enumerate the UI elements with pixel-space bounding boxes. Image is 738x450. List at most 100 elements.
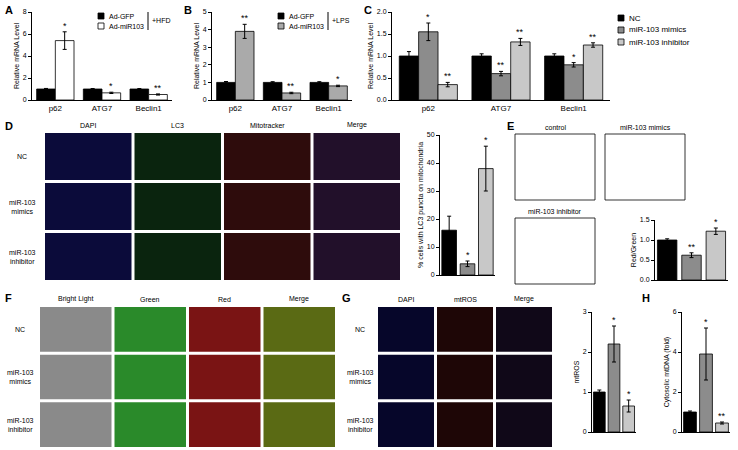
svg-text:*: *	[572, 52, 576, 62]
svg-text:LC3: LC3	[171, 122, 184, 129]
svg-text:8: 8	[23, 8, 27, 15]
svg-text:ATG7: ATG7	[491, 104, 512, 113]
svg-text:*: *	[63, 21, 67, 31]
svg-text:*: *	[426, 12, 430, 22]
svg-text:+HFD: +HFD	[152, 17, 170, 24]
svg-text:10: 10	[427, 243, 435, 250]
svg-text:**: **	[154, 83, 162, 93]
svg-text:30: 30	[427, 187, 435, 194]
svg-text:2: 2	[673, 388, 677, 395]
svg-text:miR-103 mimics: miR-103 mimics	[620, 124, 671, 131]
svg-text:control: control	[545, 124, 566, 131]
svg-text:Green: Green	[140, 296, 160, 303]
svg-text:NC: NC	[15, 326, 25, 333]
svg-text:0: 0	[673, 428, 677, 435]
svg-text:**: **	[718, 411, 726, 421]
svg-text:miR-103 inhibitor: miR-103 inhibitor	[629, 38, 690, 47]
svg-text:**: **	[688, 242, 696, 252]
svg-text:+LPS: +LPS	[332, 17, 350, 24]
svg-text:*: *	[714, 217, 718, 227]
svg-text:% cells with LC3 puncta on mit: % cells with LC3 puncta on mitochondria	[417, 142, 425, 268]
svg-text:NC: NC	[17, 153, 27, 160]
svg-text:**: **	[516, 27, 524, 37]
svg-text:Ad-GFP: Ad-GFP	[289, 13, 315, 20]
svg-text:0: 0	[203, 96, 207, 103]
svg-text:miR-103inhibitor: miR-103inhibitor	[9, 249, 36, 265]
svg-text:NC: NC	[355, 326, 365, 333]
svg-text:mtROS: mtROS	[454, 296, 477, 303]
svg-text:Merge: Merge	[514, 295, 534, 303]
svg-text:p62: p62	[229, 104, 243, 113]
svg-text:**: **	[444, 71, 452, 81]
svg-text:4: 4	[23, 52, 27, 59]
svg-text:miR-103mimics: miR-103mimics	[347, 369, 374, 385]
svg-text:Mitotracker: Mitotracker	[250, 122, 285, 129]
svg-text:0.0: 0.0	[640, 276, 650, 283]
svg-text:0.0: 0.0	[377, 96, 387, 103]
svg-text:Red/Green: Red/Green	[630, 233, 637, 267]
svg-text:Bright Light: Bright Light	[58, 295, 93, 303]
svg-text:4: 4	[673, 348, 677, 355]
svg-text:2.0: 2.0	[377, 8, 387, 15]
svg-text:2: 2	[203, 61, 207, 68]
svg-text:DAPI: DAPI	[80, 122, 96, 129]
svg-text:1.5: 1.5	[377, 30, 387, 37]
svg-text:*: *	[336, 74, 340, 84]
svg-text:*: *	[109, 81, 113, 91]
svg-text:Ad-miR103: Ad-miR103	[109, 23, 144, 30]
svg-text:p62: p62	[422, 104, 436, 113]
svg-text:0.5: 0.5	[640, 256, 650, 263]
svg-text:**: **	[497, 60, 505, 70]
svg-text:A: A	[5, 4, 13, 16]
svg-text:miR-103 inhibitor: miR-103 inhibitor	[528, 208, 582, 215]
svg-text:Red: Red	[218, 296, 231, 303]
svg-text:mtROS: mtROS	[573, 360, 580, 383]
svg-text:E: E	[507, 120, 514, 132]
svg-text:miR-103 mimics: miR-103 mimics	[629, 25, 686, 34]
svg-text:*: *	[612, 315, 616, 325]
svg-text:Beclin1: Beclin1	[316, 104, 343, 113]
svg-text:4: 4	[203, 26, 207, 33]
svg-text:miR-103inhibitor: miR-103inhibitor	[7, 417, 34, 433]
svg-text:Merge: Merge	[289, 295, 309, 303]
svg-text:Relative mRNA Level: Relative mRNA Level	[193, 22, 200, 89]
svg-text:1: 1	[583, 388, 587, 395]
svg-text:1: 1	[203, 79, 207, 86]
svg-text:1.0: 1.0	[377, 52, 387, 59]
svg-text:6: 6	[23, 30, 27, 37]
svg-text:Ad-miR103: Ad-miR103	[289, 23, 324, 30]
svg-text:40: 40	[427, 159, 435, 166]
svg-text:3: 3	[583, 308, 587, 315]
svg-text:miR-103mimics: miR-103mimics	[9, 199, 36, 215]
svg-text:*: *	[704, 317, 708, 327]
svg-text:50: 50	[427, 131, 435, 138]
svg-text:5: 5	[203, 8, 207, 15]
svg-text:0.5: 0.5	[377, 74, 387, 81]
svg-text:D: D	[5, 120, 13, 132]
svg-text:miR-103mimics: miR-103mimics	[7, 369, 34, 385]
svg-text:**: **	[241, 13, 249, 23]
svg-text:ATG7: ATG7	[92, 104, 113, 113]
svg-text:Beclin1: Beclin1	[136, 104, 163, 113]
svg-text:*: *	[627, 389, 631, 399]
svg-text:**: **	[287, 81, 295, 91]
svg-text:*: *	[466, 250, 470, 260]
svg-text:0: 0	[23, 96, 27, 103]
svg-text:NC: NC	[629, 14, 641, 23]
svg-text:Beclin1: Beclin1	[561, 104, 588, 113]
svg-text:3: 3	[203, 44, 207, 51]
svg-text:20: 20	[427, 215, 435, 222]
svg-text:Cytosolic mtDNA (fold): Cytosolic mtDNA (fold)	[663, 337, 671, 407]
svg-text:**: **	[589, 32, 597, 42]
svg-text:1.0: 1.0	[640, 236, 650, 243]
svg-text:F: F	[5, 292, 12, 304]
svg-text:Merge: Merge	[347, 121, 367, 129]
svg-text:Relative mRNA Level: Relative mRNA Level	[367, 22, 374, 89]
svg-text:B: B	[184, 4, 192, 16]
svg-text:miR-103inhibitor: miR-103inhibitor	[347, 417, 374, 433]
svg-text:G: G	[342, 292, 351, 304]
svg-text:Ad-GFP: Ad-GFP	[109, 13, 135, 20]
svg-text:1.5: 1.5	[640, 216, 650, 223]
svg-text:Relative mRNA Level: Relative mRNA Level	[13, 22, 20, 89]
svg-text:2: 2	[23, 74, 27, 81]
